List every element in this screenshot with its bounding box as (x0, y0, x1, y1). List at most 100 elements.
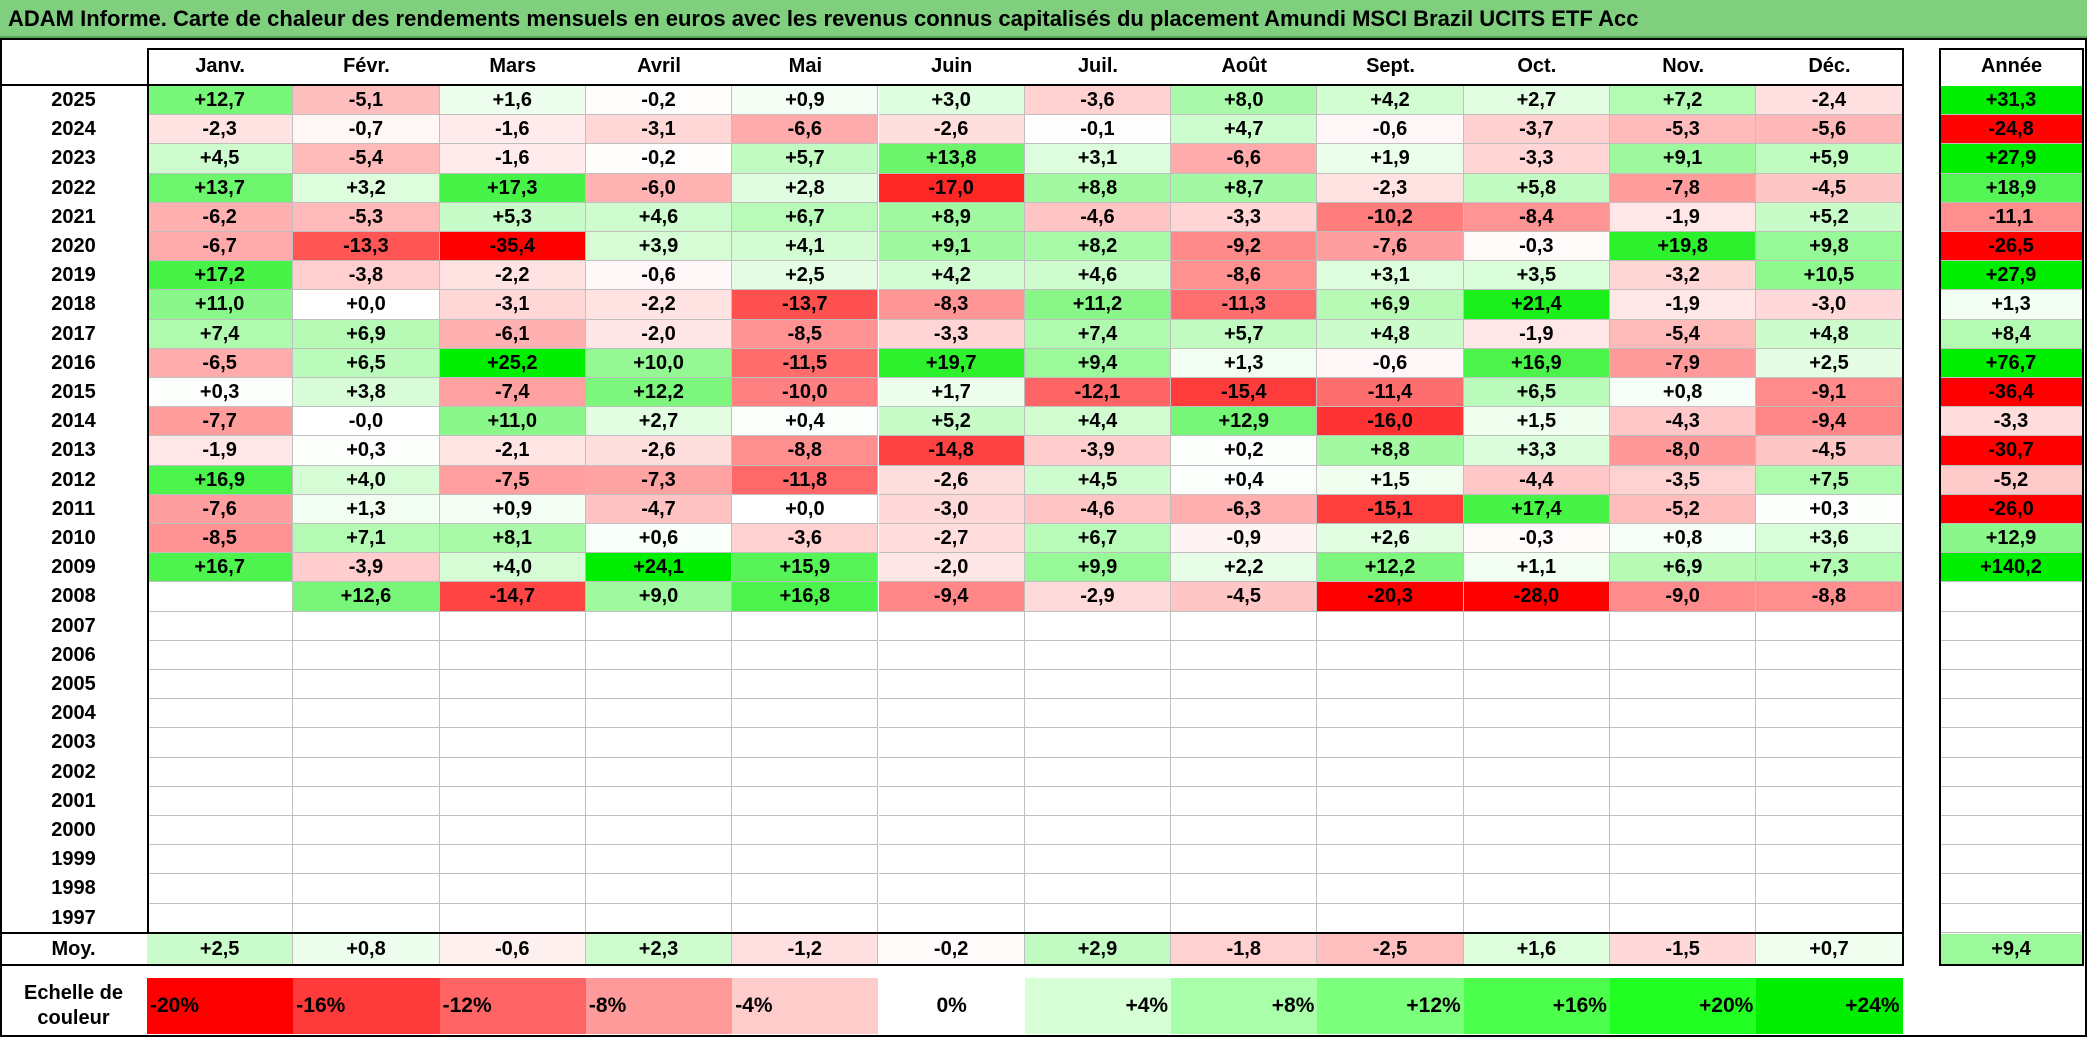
heatmap-cell: +0,4 (1171, 465, 1318, 495)
heatmap-cell: -10,0 (732, 378, 879, 408)
heatmap-cell: -3,7 (1463, 115, 1610, 145)
heatmap-cell: -7,8 (1610, 173, 1757, 203)
year-label: 2025 (51, 89, 96, 111)
heatmap-cell: +11,0 (147, 290, 294, 320)
heatmap-cell (732, 757, 879, 787)
heatmap-cell (439, 611, 586, 641)
heatmap-cell: -2,3 (1317, 173, 1464, 203)
heatmap-cell: -2,9 (1024, 582, 1172, 612)
heatmap-cell: +0,9 (732, 86, 879, 116)
heatmap-cell (1171, 845, 1318, 875)
heatmap-cell (439, 728, 586, 758)
heatmap-cell (439, 757, 586, 787)
heatmap-cell: -3,6 (732, 524, 879, 554)
heatmap-cell: +2,8 (732, 173, 879, 203)
annual-cell: -26,0 (1939, 494, 2084, 524)
heatmap-cell: +11,0 (439, 407, 586, 437)
heatmap-cell: +5,2 (878, 407, 1025, 437)
heatmap-cell: -5,4 (293, 144, 440, 174)
average-label: Moy. (51, 938, 96, 960)
heatmap-cell: +9,8 (1756, 232, 1903, 262)
heatmap-cell: -1,6 (439, 144, 586, 174)
heatmap-cell: +13,8 (878, 144, 1025, 174)
heatmap-cell: -7,4 (439, 378, 586, 408)
heatmap-cell: +8,2 (1024, 232, 1172, 262)
heatmap-cell: +2,5 (1756, 348, 1903, 378)
year-label: 2007 (51, 614, 96, 637)
heatmap-cell (1610, 728, 1757, 758)
heatmap-cell: -7,7 (147, 407, 294, 437)
heatmap-cell: -12,1 (1024, 378, 1172, 408)
heatmap-cell: -13,3 (293, 232, 440, 262)
heatmap-cell: -17,0 (878, 173, 1025, 203)
year-label: 2021 (51, 205, 96, 228)
color-scale-step: -4% (732, 978, 879, 1034)
heatmap-cell: -7,6 (147, 494, 294, 524)
heatmap-cell: -3,3 (878, 319, 1025, 349)
heatmap-cell (732, 903, 879, 933)
heatmap-cell: +4,2 (878, 261, 1025, 291)
annual-cell: -26,5 (1939, 232, 2084, 262)
annual-cell: +12,9 (1939, 524, 2084, 554)
heatmap-cell (585, 640, 733, 670)
heatmap-cell: +1,6 (439, 86, 586, 116)
heatmap-cell: -11,4 (1317, 378, 1464, 408)
heatmap-cell (1610, 640, 1757, 670)
heatmap-cell: -0,6 (1317, 348, 1464, 378)
heatmap-cell (1024, 640, 1172, 670)
average-cell: -0,6 (439, 934, 586, 965)
year-label: 2008 (51, 585, 96, 608)
heatmap-cell: +10,5 (1756, 261, 1903, 291)
heatmap-cell: -2,6 (878, 465, 1025, 495)
heatmap-cell: +6,9 (1317, 290, 1464, 320)
heatmap-cell (293, 728, 440, 758)
heatmap-cell (1317, 786, 1464, 816)
heatmap-cell: +24,1 (585, 553, 733, 583)
heatmap-cell (1024, 728, 1172, 758)
annual-cell (1939, 611, 2084, 641)
heatmap-cell (732, 786, 879, 816)
month-header: Juil. (1024, 48, 1172, 84)
heatmap-cell (147, 816, 294, 846)
heatmap-cell (293, 611, 440, 641)
heatmap-cell: -4,6 (1024, 494, 1172, 524)
heatmap-cell: +21,4 (1463, 290, 1610, 320)
heatmap-cell (1317, 699, 1464, 729)
average-cell: -2,5 (1317, 934, 1464, 965)
heatmap-cell (1463, 699, 1610, 729)
color-scale-step: 0% (878, 978, 1025, 1034)
heatmap-cell (147, 757, 294, 787)
heatmap-cell (147, 728, 294, 758)
heatmap-cell: +5,7 (732, 144, 879, 174)
heatmap-cell: +7,2 (1610, 86, 1757, 116)
heatmap-cell: -0,7 (293, 115, 440, 145)
heatmap-cell: -0,3 (1463, 232, 1610, 262)
heatmap-cell: +9,4 (1024, 348, 1172, 378)
heatmap-cell: -0,2 (585, 86, 733, 116)
color-scale-step: +20% (1610, 978, 1757, 1034)
heatmap-cell (1317, 611, 1464, 641)
heatmap-cell (1317, 728, 1464, 758)
average-cell: -1,5 (1610, 934, 1757, 965)
heatmap-cell: +6,9 (1610, 553, 1757, 583)
heatmap-cell (1463, 845, 1610, 875)
annual-cell: +18,9 (1939, 173, 2084, 203)
heatmap-cell (1171, 611, 1318, 641)
heatmap-cell (1171, 816, 1318, 846)
color-scale-step: -16% (293, 978, 440, 1034)
year-label: 2004 (51, 702, 96, 725)
heatmap-cell: -6,7 (147, 232, 294, 262)
heatmap-cell: +4,6 (1024, 261, 1172, 291)
heatmap-cell (293, 757, 440, 787)
annual-cell (1939, 582, 2084, 612)
heatmap-cell: +8,8 (1024, 173, 1172, 203)
annual-cell (1939, 670, 2084, 700)
month-header: Déc. (1756, 48, 1903, 84)
heatmap-cell: +1,5 (1463, 407, 1610, 437)
heatmap-cell (1171, 699, 1318, 729)
heatmap-cell: +1,3 (293, 494, 440, 524)
annual-cell: -3,3 (1939, 407, 2084, 437)
heatmap-cell: -5,2 (1610, 494, 1757, 524)
heatmap-cell: +5,9 (1756, 144, 1903, 174)
heatmap-cell: -3,2 (1610, 261, 1757, 291)
